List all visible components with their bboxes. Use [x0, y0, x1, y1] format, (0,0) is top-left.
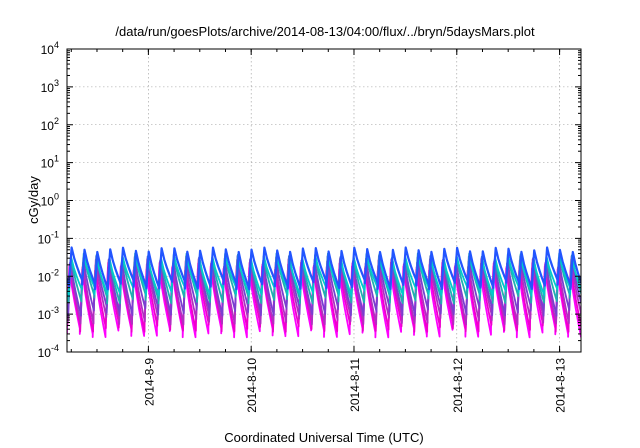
y-tick-label: 10-3 [38, 305, 59, 322]
x-tick-label: 2014-8-11 [348, 358, 362, 412]
y-tick-label: 102 [41, 116, 59, 133]
chart-title: /data/run/goesPlots/archive/2014-08-13/0… [115, 24, 535, 39]
y-tick-label: 104 [41, 40, 59, 57]
y-tick-label: 101 [41, 154, 59, 171]
x-axis-label: Coordinated Universal Time (UTC) [224, 430, 423, 445]
x-tick-label: 2014-8-13 [554, 358, 568, 413]
y-axis: 10-4 10-3 10-2 10-1 100 101 102 103 104 [38, 40, 581, 360]
series-group [67, 246, 581, 339]
y-tick-label: 10-4 [38, 343, 59, 360]
x-tick-label: 2014-8-12 [451, 358, 465, 413]
y-tick-label: 103 [41, 78, 59, 95]
y-tick-label: 10-1 [38, 229, 59, 246]
series-line [67, 246, 581, 291]
x-tick-label: 2014-8-9 [142, 358, 156, 406]
x-tick-label: 2014-8-10 [245, 358, 259, 413]
y-axis-label: cGy/day [26, 176, 41, 224]
x-axis: 2014-8-9 2014-8-10 2014-8-11 2014-8-12 2014-… [70, 49, 568, 413]
y-tick-label: 10-2 [38, 267, 59, 284]
y-tick-label: 100 [41, 192, 59, 209]
